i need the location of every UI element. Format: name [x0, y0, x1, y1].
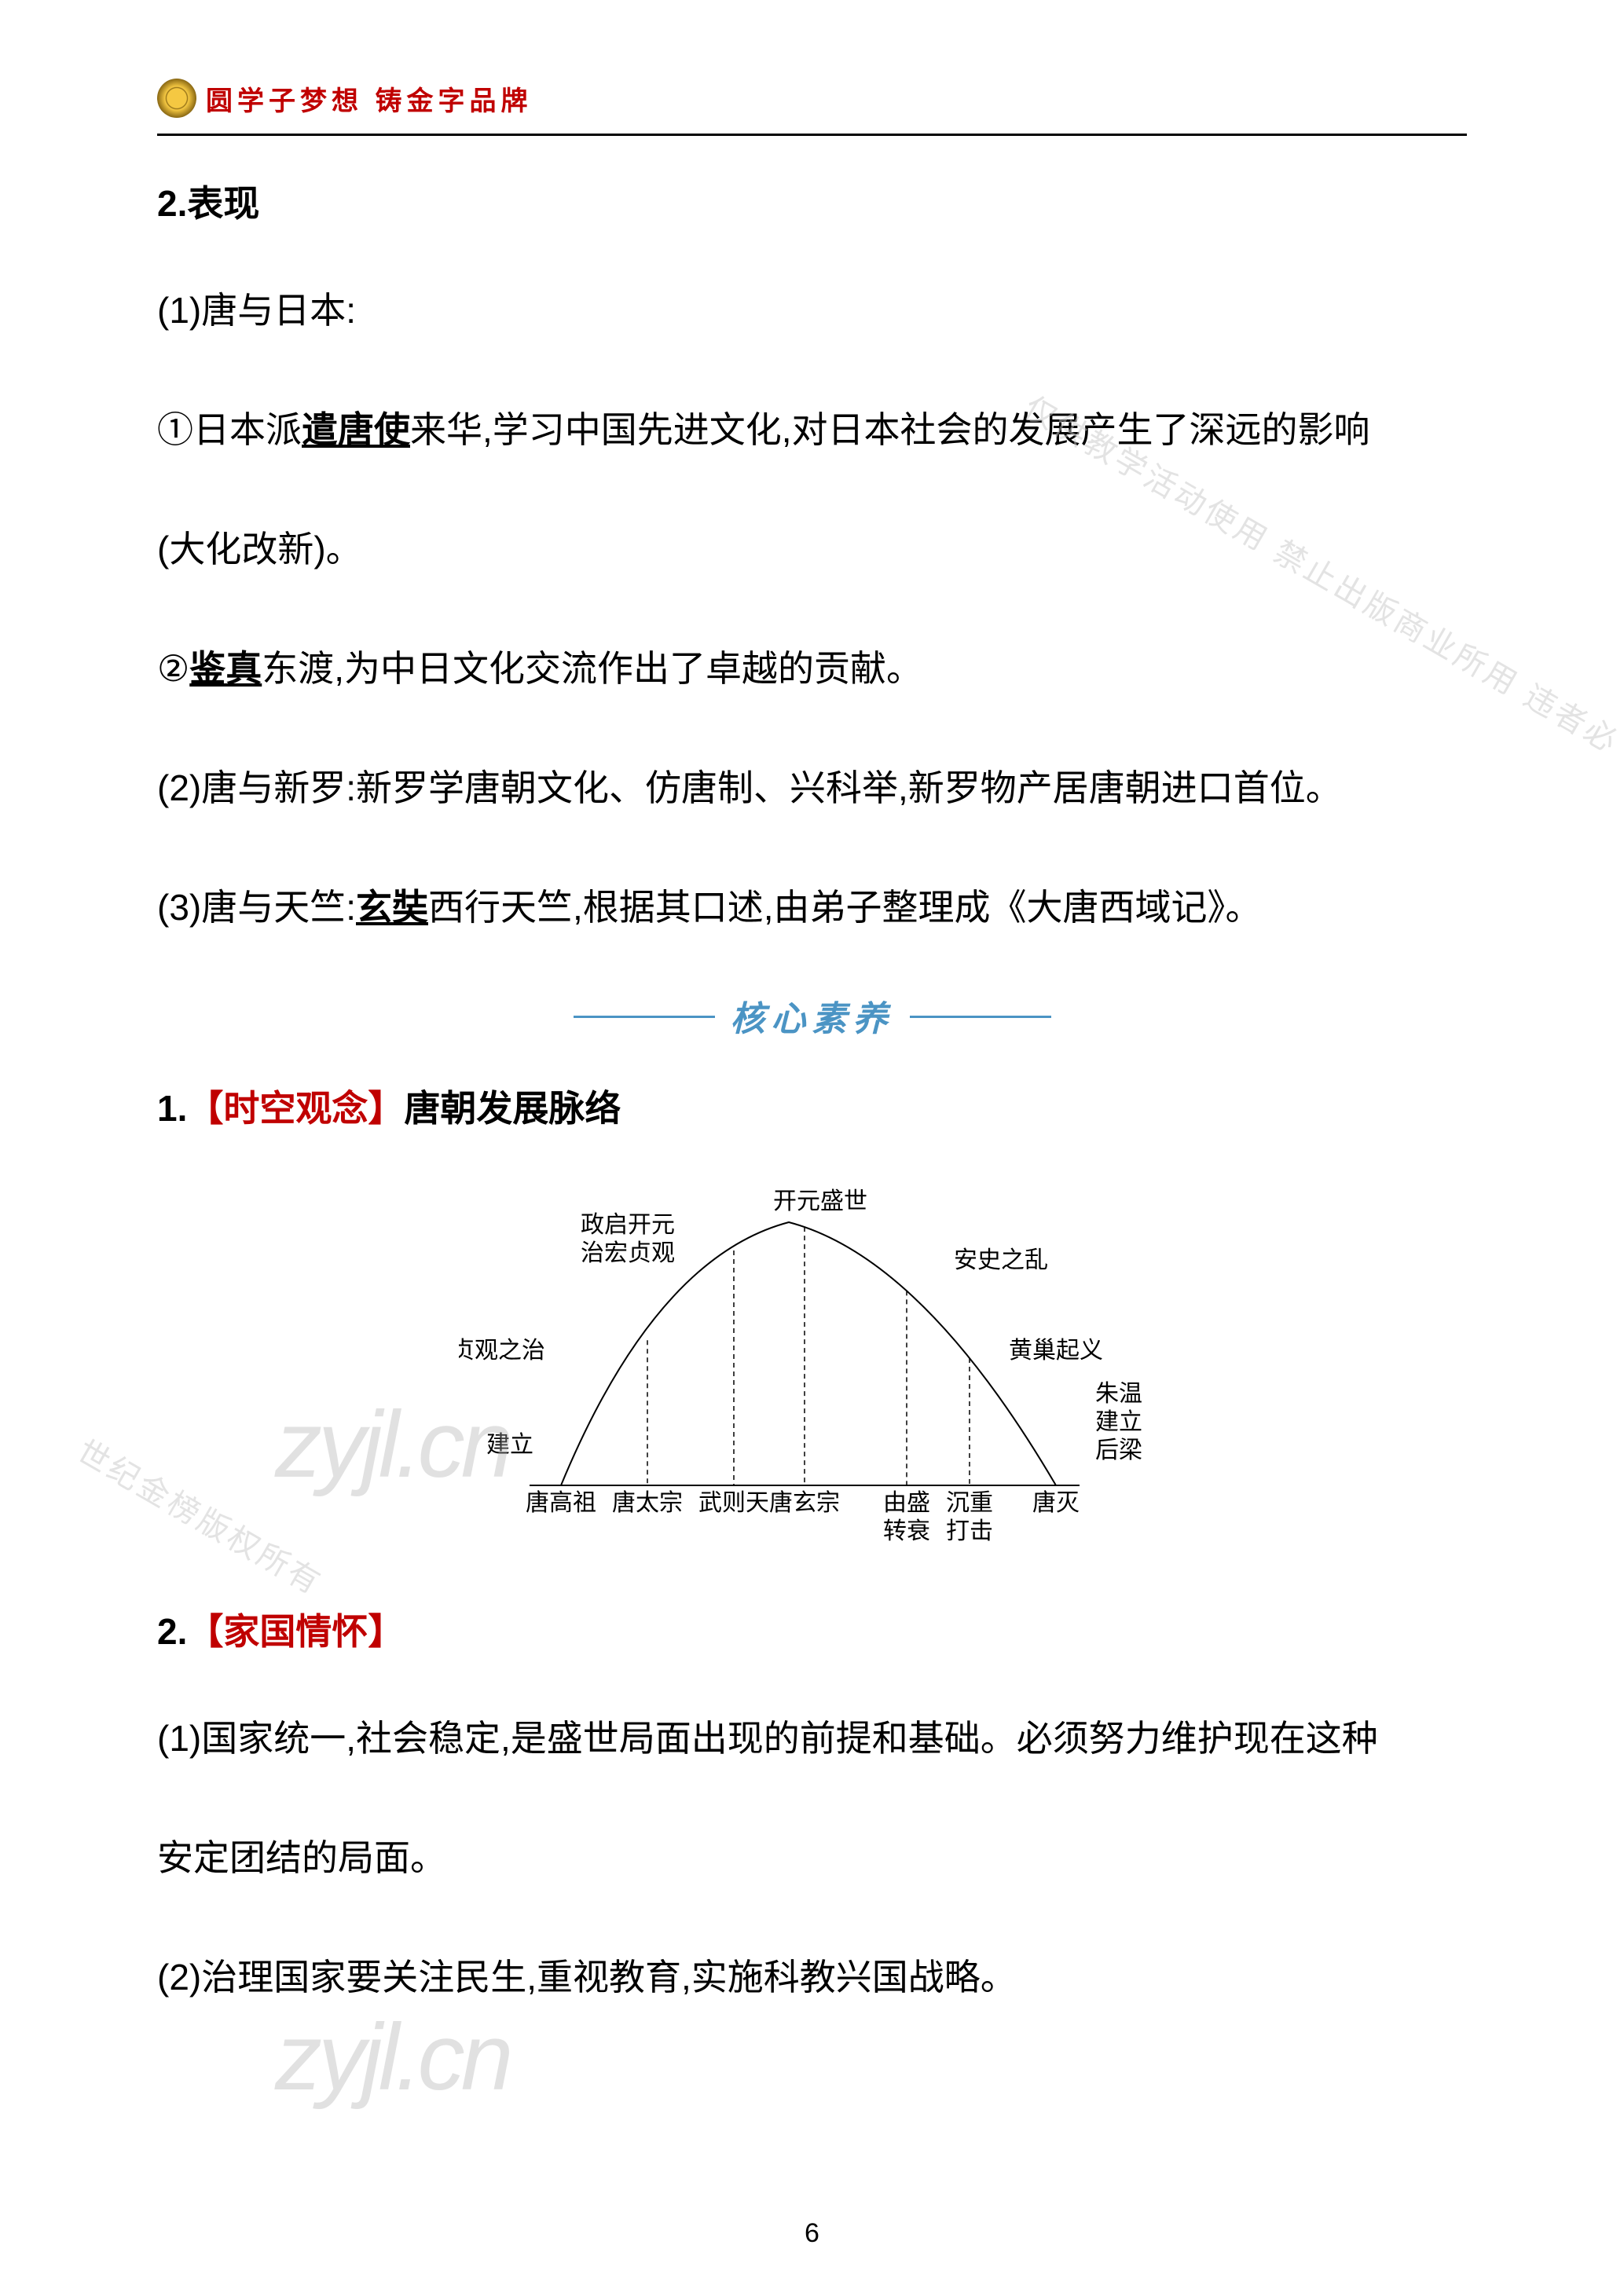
svg-text:打击: 打击 — [946, 1518, 993, 1544]
s2-p4-bold: 鉴真 — [189, 648, 262, 689]
s4-p1: (1)国家统一,社会稳定,是盛世局面出现的前提和基础。必须努力维护现在这种 — [157, 1702, 1467, 1774]
svg-text:唐玄宗: 唐玄宗 — [769, 1490, 840, 1516]
section-4-title: 2.【家国情怀】 — [157, 1603, 1467, 1655]
svg-text:转衰: 转衰 — [883, 1518, 930, 1544]
s2-p6: (3)唐与天竺:玄奘西行天竺,根据其口述,由弟子整理成《大唐西域记》。 — [157, 871, 1467, 943]
svg-text:武则天: 武则天 — [698, 1490, 769, 1516]
core-literacy-divider: 核心素养 — [157, 991, 1467, 1041]
s4-bracket: 【家国情怀】 — [187, 1611, 404, 1652]
watermark-diag-2: 世纪金榜版权所有 — [70, 1426, 332, 1604]
s4-num: 2. — [157, 1611, 187, 1652]
page-header: 圆学子梦想 铸金字品牌 — [157, 79, 1467, 118]
s2-p2-bold: 遣唐使 — [302, 409, 410, 450]
s3-rest: 唐朝发展脉络 — [404, 1088, 621, 1129]
svg-text:沉重: 沉重 — [946, 1490, 993, 1516]
svg-text:唐太宗: 唐太宗 — [612, 1490, 683, 1516]
s2-p6-pre: (3)唐与天竺: — [157, 887, 356, 928]
svg-text:安史之乱: 安史之乱 — [954, 1247, 1048, 1273]
svg-text:唐灭: 唐灭 — [1032, 1490, 1080, 1516]
svg-text:后梁: 后梁 — [1095, 1437, 1142, 1463]
s2-p2-post: 来华,学习中国先进文化,对日本社会的发展产生了深远的影响 — [410, 409, 1370, 450]
divider-text: 核心素养 — [731, 991, 894, 1041]
s2-p6-bold: 玄奘 — [356, 887, 428, 928]
s2-p2: ①日本派遣唐使来华,学习中国先进文化,对日本社会的发展产生了深远的影响 — [157, 394, 1467, 466]
chart-svg: 唐高祖唐太宗武则天唐玄宗 由盛转衰沉重打击 唐灭 建立 贞观之治 政启开元治宏贞观 开元盛世… — [459, 1179, 1166, 1556]
s3-bracket: 【时空观念】 — [187, 1088, 404, 1129]
s3-num: 1. — [157, 1088, 187, 1129]
s2-p5: (2)唐与新罗:新罗学唐朝文化、仿唐制、兴科举,新罗物产居唐朝进口首位。 — [157, 752, 1467, 824]
svg-text:治宏贞观: 治宏贞观 — [581, 1240, 675, 1266]
svg-text:贞观之治: 贞观之治 — [459, 1338, 545, 1364]
s2-p4-pre: ② — [157, 648, 189, 689]
s2-p3: (大化改新)。 — [157, 513, 1467, 585]
watermark-logo-2: zyjl.cn — [275, 2003, 509, 2111]
brand-text: 圆学子梦想 铸金字品牌 — [206, 79, 532, 118]
page-number: 6 — [805, 2218, 819, 2249]
svg-text:黄巢起义: 黄巢起义 — [1009, 1338, 1103, 1364]
s2-p1: (1)唐与日本: — [157, 274, 1467, 346]
section-2-title: 2.表现 — [157, 175, 1467, 227]
svg-text:政启开元: 政启开元 — [581, 1212, 675, 1238]
s2-p6-post: 西行天竺,根据其口述,由弟子整理成《大唐西域记》。 — [428, 887, 1262, 928]
svg-text:建立: 建立 — [1095, 1409, 1142, 1435]
s4-p2: 安定团结的局面。 — [157, 1822, 1467, 1894]
svg-text:建立: 建立 — [486, 1432, 533, 1458]
tang-dynasty-chart: 唐高祖唐太宗武则天唐玄宗 由盛转衰沉重打击 唐灭 建立 贞观之治 政启开元治宏贞观 开元盛世… — [459, 1179, 1166, 1556]
svg-text:由盛: 由盛 — [883, 1490, 930, 1516]
s2-p2-pre: ①日本派 — [157, 409, 302, 450]
svg-text:唐高祖: 唐高祖 — [526, 1490, 596, 1516]
svg-text:朱温: 朱温 — [1095, 1381, 1142, 1407]
s4-p3: (2)治理国家要关注民生,重视教育,实施科教兴国战略。 — [157, 1941, 1467, 2013]
s2-p4: ②鉴真东渡,为中日文化交流作出了卓越的贡献。 — [157, 632, 1467, 705]
section-3-title: 1.【时空观念】唐朝发展脉络 — [157, 1080, 1467, 1132]
s2-p4-post: 东渡,为中日文化交流作出了卓越的贡献。 — [262, 648, 922, 689]
svg-text:开元盛世: 开元盛世 — [773, 1188, 867, 1214]
brand-logo — [157, 79, 196, 118]
header-rule — [157, 134, 1467, 136]
